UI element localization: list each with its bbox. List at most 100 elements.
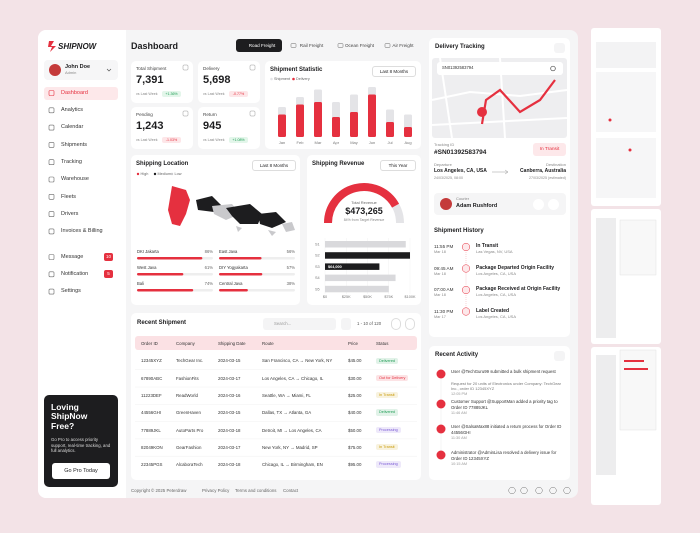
search-box[interactable]: Search... [263,318,336,330]
table-cell: 67890ABC [141,375,163,381]
table-cell: New York, NY → Madrid, SP [262,444,318,450]
menu-item[interactable]: Invoices & Billing [61,228,103,235]
card-title: Recent Activity [435,352,479,358]
column-header: Shipping Date [218,340,246,346]
location-name: West Java [137,265,157,270]
card-title: Delivery Tracking [435,44,485,50]
card-menu[interactable] [554,351,565,361]
location-name: DIY Yogyakarta [219,265,248,270]
card-title: Recent Shipment [137,320,187,326]
card-title: Shipping Revenue [312,161,365,167]
freight-tab[interactable]: Ocean Freight [344,43,375,48]
menu-item[interactable]: Shipments [61,141,87,148]
stat-label: Pending [136,112,153,117]
table-cell: 82049KON [141,444,163,450]
freight-tab[interactable]: Rail Freight [299,43,324,48]
brand-name: SHIPNOW [58,42,97,51]
location-name: Bali [137,281,144,286]
more-button[interactable] [405,318,415,330]
user-card [44,60,118,80]
menu-item[interactable]: Message [61,253,84,260]
promo-text: Go Pro to access priority support, real-… [51,437,111,454]
table-cell: 44556GHI [141,410,162,416]
footer-link[interactable]: Privacy Policy [202,488,230,493]
menu-item[interactable]: Settings [61,288,81,295]
activity-text: Administrator @AdminLisa resolved a deli… [451,450,557,461]
table-cell: $25.00 [348,393,362,398]
route [480,79,556,125]
history-place: Las Vegas, NV, USA [476,249,513,254]
location-value: 61% [204,265,213,270]
activity-detail: Request for 20 units of Electronics unde… [451,381,561,392]
tracking-search[interactable]: SN01392583794 [442,65,474,70]
table-cell: 2024-03-18 [218,462,241,468]
table-cell: $30.00 [348,375,362,381]
prev-button[interactable] [391,318,401,330]
stat-note: vs Last Week [136,138,158,142]
chart-filter[interactable]: Last 8 Months [372,66,416,77]
filter-button[interactable] [341,318,351,330]
destination-date: 27/03/2025 (estimated) [529,176,566,180]
user-name: John Doe [65,64,91,70]
menu-item[interactable]: Tracking [61,159,82,165]
activity-time: 11:30 AM [451,436,467,440]
call-button[interactable] [533,199,544,210]
message-button[interactable] [548,199,559,210]
menu-item[interactable]: Notification [61,271,89,278]
footer-link[interactable]: Terms and conditions [235,488,277,493]
location-card [131,155,300,305]
status-badge: Processing [376,426,401,434]
promo-button[interactable]: Go Pro Today [52,463,110,479]
tracking-search-box[interactable] [437,62,563,75]
table-cell: 2024-03-18 [218,427,241,433]
column-header: Price [348,340,359,346]
card-menu[interactable] [554,43,565,53]
tracking-status: In Transit [533,143,566,156]
courier-box [434,193,566,215]
table-cell: Seattle, WA → Miami, FL [262,393,311,398]
tracking-id: #SN01392583794 [434,149,487,156]
footer-link[interactable]: Contact [283,488,299,493]
menu-item[interactable]: Calendar [61,124,84,131]
table-cell: $40.00 [348,410,362,416]
column-header: Order ID [141,340,158,346]
location-filter[interactable]: Last 8 Months [252,160,296,171]
status-badge: Delivered [376,409,399,416]
table-cell: 2024-03-15 [218,358,241,364]
table-cell: 2024-03-17 [218,375,241,381]
table-cell: $95.00 [348,462,362,468]
table-cell: 12345XYZ [141,358,162,364]
column-header: Status [376,340,389,346]
location-value: 86% [204,249,213,254]
menu-item[interactable]: Analytics [61,107,84,114]
menu-item[interactable]: Dashboard [61,89,88,96]
history-date: Mar 18 [434,293,446,297]
menu-item[interactable]: Warehouse [61,176,89,183]
copyright: Copyright © 2025 Peterdraw [131,488,187,493]
chart-title: Shipment Statistic [270,67,323,73]
activity-text: User @TechGuru99 submitted a bulk shipme… [451,369,556,374]
history-status: Label Created [476,307,510,314]
legend-label: High [140,171,149,176]
activity-time: 11:46 AM [451,411,467,415]
table-cell: 11223DEF [141,393,162,398]
revenue-filter[interactable]: This Year [380,160,416,171]
history-time: 09:45 AM [434,265,454,271]
location-value: 57% [286,265,295,270]
status-badge: In Transit [376,392,398,399]
destination-place: Canberra, Australia [520,168,566,174]
freight-tab[interactable]: Air Freight [392,43,414,48]
menu-item[interactable]: Fleets [61,193,76,200]
table-cell: $50.00 [348,427,362,433]
menu-item[interactable]: Drivers [61,210,79,217]
courier-label: Courier [456,196,470,201]
map-pin [477,107,487,117]
table-cell: Los Angeles, CA → Chicago, IL [262,375,324,381]
card-title: Shipping Location [136,161,189,167]
history-time: 11:55 PM [434,244,454,249]
freight-tab[interactable]: Road Freight [236,39,282,52]
preview-screens [591,28,661,505]
history-place: Los Angeles, CA, USA [476,313,517,319]
activity-time: 10:15 AM [451,462,468,466]
stat-note: vs Last Week [203,138,225,142]
